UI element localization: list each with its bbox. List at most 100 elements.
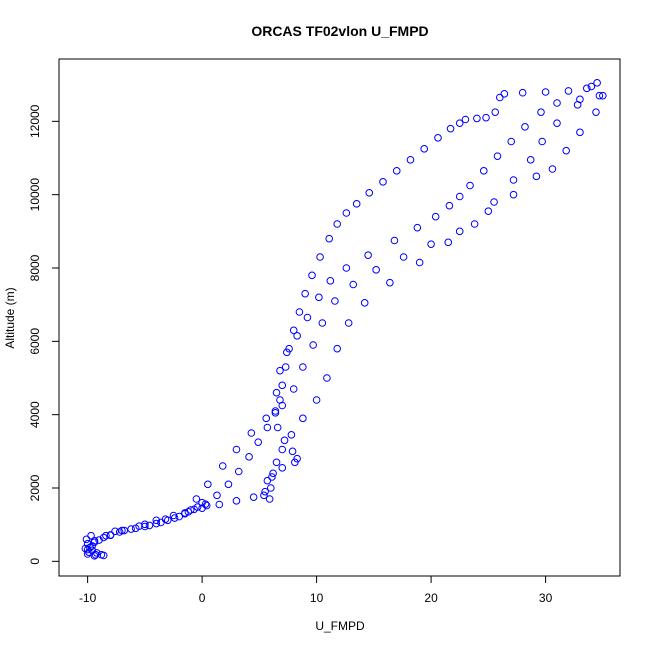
data-point [247, 429, 256, 437]
data-point [254, 438, 263, 446]
data-point [526, 156, 535, 164]
data-point [263, 423, 272, 432]
y-tick-label: 12000 [28, 104, 42, 138]
data-point [593, 79, 601, 87]
data-point [87, 531, 95, 540]
data-point [406, 156, 415, 164]
data-point [507, 137, 516, 146]
x-axis-title: U_FMPD [315, 619, 365, 633]
data-point [278, 464, 287, 472]
data-point [326, 277, 335, 285]
data-point [92, 549, 101, 557]
data-point [272, 458, 281, 467]
y-tick-label: 8000 [28, 254, 42, 281]
data-point [595, 91, 604, 100]
data-point [587, 82, 596, 91]
data-point [278, 445, 287, 454]
data-point [262, 414, 271, 423]
data-point [333, 344, 342, 353]
data-point [365, 189, 374, 197]
x-tick-label: -10 [79, 591, 97, 605]
data-point [232, 445, 241, 454]
data-point [213, 491, 221, 500]
data-point [289, 326, 298, 335]
data-point [372, 266, 380, 274]
data-point [431, 212, 440, 221]
data-point [342, 264, 351, 272]
data-point [268, 473, 276, 481]
data-point [352, 200, 361, 208]
x-tick-label: 10 [310, 591, 324, 605]
data-point [379, 178, 387, 186]
data-point [548, 165, 557, 173]
data-point [484, 207, 493, 215]
data-point [500, 90, 509, 98]
data-point [234, 467, 243, 476]
data-point [170, 514, 179, 522]
data-point [99, 551, 108, 560]
data-point [267, 484, 275, 492]
data-point [490, 198, 498, 206]
data-point [289, 385, 298, 393]
data-point [278, 401, 287, 410]
data-point [269, 469, 277, 478]
data-point [518, 88, 527, 97]
data-point [198, 498, 206, 507]
plot-frame [58, 58, 621, 577]
data-point [245, 453, 253, 461]
data-point [204, 480, 212, 489]
data-point [455, 227, 464, 236]
data-point [260, 491, 268, 500]
data-point [131, 524, 140, 533]
data-point [281, 363, 290, 371]
data-point [278, 381, 287, 390]
data-point [482, 113, 490, 122]
x-axis: -10 0 10 20 30 [79, 576, 553, 605]
data-point [392, 167, 401, 175]
data-point [192, 495, 201, 503]
data-point [461, 115, 470, 124]
data-point [390, 236, 399, 245]
data-point [303, 313, 312, 322]
data-point [493, 152, 502, 160]
data-point [295, 308, 304, 316]
data-point [299, 414, 307, 423]
data-point [455, 192, 464, 201]
data-point [576, 128, 584, 137]
data-point [276, 366, 284, 375]
data-point [444, 238, 453, 247]
data-point [293, 454, 301, 463]
data-point [273, 423, 282, 432]
data-point [413, 223, 422, 232]
data-point [521, 123, 529, 131]
data-point [509, 176, 518, 184]
data-point [83, 539, 92, 548]
chart-title: ORCAS TF02vlon U_FMPD [251, 23, 428, 39]
data-point [342, 209, 351, 217]
y-tick-label: 10000 [28, 178, 42, 212]
data-point [415, 258, 424, 267]
data-point [399, 253, 408, 261]
data-point [127, 525, 135, 533]
data-point [115, 528, 124, 536]
data-point [308, 271, 316, 280]
data-point [283, 348, 291, 357]
data-point [309, 341, 317, 349]
data-point [218, 462, 227, 470]
data-point [434, 134, 442, 142]
data-point [161, 515, 170, 523]
data-point [99, 533, 108, 542]
x-tick-label: 30 [539, 591, 553, 605]
data-point [583, 84, 591, 93]
data-point [118, 526, 126, 535]
data-point [325, 234, 334, 243]
data-point [344, 319, 353, 327]
data-point [265, 495, 274, 503]
data-point [288, 447, 297, 456]
data-point [232, 497, 241, 505]
data-point [152, 519, 161, 528]
data-point [299, 363, 307, 371]
data-point [564, 87, 573, 95]
data-point [316, 253, 324, 261]
data-point [455, 119, 464, 127]
